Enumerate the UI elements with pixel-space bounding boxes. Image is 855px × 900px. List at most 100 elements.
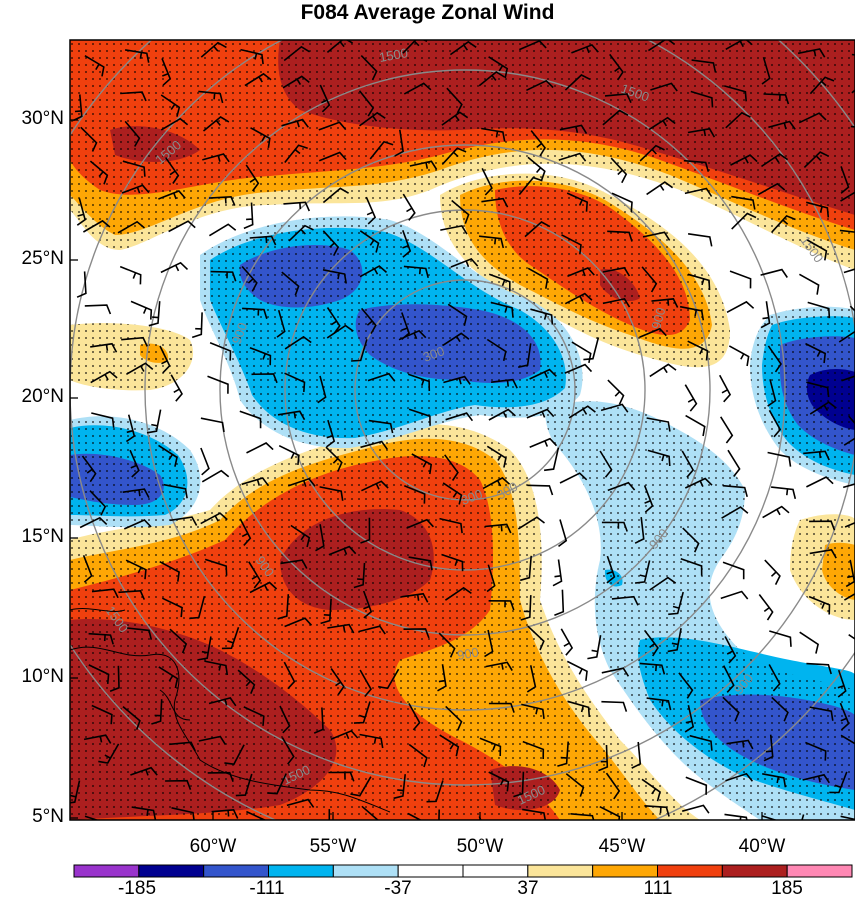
wind-barb [481, 127, 506, 142]
wind-barb [148, 301, 161, 327]
wind-barb [479, 737, 502, 757]
wind-barb [683, 159, 710, 172]
wind-barb [490, 301, 514, 318]
wind-barb [198, 90, 224, 104]
wind-barb [491, 378, 518, 389]
wind-barb [408, 743, 428, 768]
wind-barb [634, 517, 645, 544]
colorbar-label: 111 [643, 878, 673, 899]
wind-barb [648, 116, 676, 131]
wind-barb [90, 342, 118, 353]
wind-barb [720, 590, 749, 600]
wind-barb [319, 486, 344, 501]
wind-barb [758, 594, 774, 621]
wind-barb [109, 665, 120, 693]
wind-barb [802, 773, 830, 784]
wind-barb [829, 771, 848, 794]
wind-barb [445, 412, 474, 422]
wind-barb [809, 706, 834, 721]
wind-barb [84, 815, 100, 820]
colorbar-swatch [332, 864, 399, 878]
wind-barb [277, 594, 290, 620]
wind-barb [837, 669, 847, 698]
wind-barb [361, 805, 380, 820]
wind-barb [151, 699, 163, 725]
wind-barb [478, 71, 505, 87]
wind-barb [197, 636, 212, 661]
wind-barb [200, 512, 228, 525]
wind-barb [558, 519, 568, 548]
wind-barb [519, 555, 532, 582]
wind-barb [241, 477, 270, 487]
wind-barb [283, 201, 311, 212]
wind-barb [687, 233, 713, 247]
wind-barb [805, 342, 827, 364]
wind-barb [129, 449, 140, 478]
wind-barb [281, 737, 295, 765]
wind-barb [570, 813, 595, 820]
wind-barb [76, 271, 87, 298]
wind-barb [599, 450, 613, 478]
wind-barb [764, 559, 781, 585]
wind-barb [117, 220, 146, 234]
wind-barb [322, 269, 347, 284]
wind-barb [687, 273, 711, 291]
wind-barb [239, 518, 252, 546]
wind-barb [191, 312, 203, 339]
wind-barb [602, 109, 629, 126]
wind-barb [158, 666, 179, 689]
wind-barb [287, 477, 316, 487]
contour-label: 900 [648, 306, 668, 331]
wind-barb [360, 517, 371, 544]
wind-barb [771, 214, 796, 233]
wind-barb [163, 483, 188, 499]
wind-barb [81, 455, 97, 483]
wind-barb [842, 483, 855, 489]
wind-barb [277, 410, 306, 421]
wind-barb [518, 176, 543, 196]
wind-barb [639, 327, 667, 338]
wind-barb [488, 771, 510, 792]
colorbar-swatch [203, 864, 270, 878]
wind-barb [767, 379, 777, 407]
wind-barb [718, 374, 732, 403]
wind-barb [330, 668, 345, 695]
wind-barb [601, 700, 628, 712]
lat-label-30n: 30°N [21, 108, 64, 129]
wind-barb [488, 408, 516, 421]
wind-barb [282, 75, 310, 89]
wind-barb [607, 230, 633, 242]
wind-barb [484, 629, 494, 658]
wind-barb [667, 628, 682, 653]
wind-barb [121, 336, 148, 347]
wind-barb [687, 340, 709, 361]
wind-barb [169, 741, 196, 752]
wind-barb [769, 630, 792, 647]
wind-barb [362, 590, 373, 619]
wind-barb [237, 669, 256, 694]
wind-barb [204, 660, 229, 676]
wind-barb [89, 160, 109, 185]
wind-barb [526, 665, 537, 693]
wind-barb [403, 628, 430, 639]
wind-barb [607, 481, 636, 492]
wind-barb [451, 199, 470, 224]
wind-barb [797, 48, 826, 58]
wind-barb [279, 705, 291, 734]
wind-barb [481, 197, 509, 208]
wind-barb [122, 160, 146, 177]
wind-barb [522, 740, 545, 760]
wind-barb [251, 373, 278, 384]
colorbar-label: -37 [384, 878, 412, 899]
wind-barb [280, 559, 308, 569]
wind-barb [359, 265, 388, 278]
wind-barb [848, 415, 855, 425]
coastline [70, 608, 391, 813]
wind-barb [402, 40, 428, 54]
wind-barb [84, 55, 105, 77]
wind-barb [403, 82, 432, 95]
wind-barb [284, 335, 312, 350]
wind-barb [170, 374, 183, 402]
wind-barb [771, 486, 797, 499]
wind-barb [843, 592, 855, 601]
